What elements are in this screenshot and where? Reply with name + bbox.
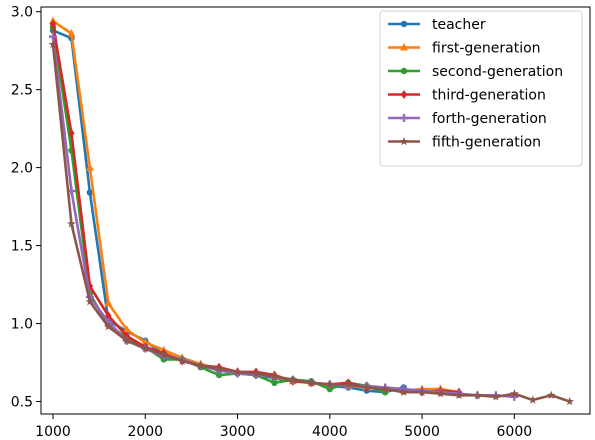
legend-entry-fifth-generation: fifth-generation xyxy=(388,135,541,151)
data-point-first-generation xyxy=(85,163,94,171)
data-point-fifth-generation xyxy=(454,390,464,400)
data-point-fifth-generation xyxy=(399,387,408,396)
data-point-third-generation xyxy=(68,128,75,138)
data-point-fifth-generation xyxy=(251,368,261,378)
x-tick-label: 1000 xyxy=(35,424,71,440)
data-point-fifth-generation xyxy=(343,379,353,389)
legend-label-third-generation: third-generation xyxy=(432,88,546,104)
data-point-fifth-generation xyxy=(473,390,482,400)
data-point-fifth-generation xyxy=(177,356,187,365)
legend-label-teacher: teacher xyxy=(432,17,486,33)
data-point-teacher xyxy=(86,189,94,196)
data-point-second-generation xyxy=(271,379,278,387)
data-point-fifth-generation xyxy=(380,384,390,393)
legend-marker-teacher xyxy=(400,20,408,28)
legend-marker-fifth-generation xyxy=(399,136,409,146)
legend-entry-teacher: teacher xyxy=(388,17,486,33)
y-tick-label: 3.0 xyxy=(11,5,33,21)
data-point-fifth-generation xyxy=(362,382,372,392)
y-tick-label: 1.5 xyxy=(11,239,33,255)
y-tick-label: 0.5 xyxy=(11,395,33,411)
data-point-fifth-generation xyxy=(233,367,242,376)
y-tick-label: 1.0 xyxy=(11,317,33,333)
legend-entry-forth-generation: forth-generation xyxy=(388,111,547,127)
data-point-fifth-generation xyxy=(214,364,224,373)
data-point-fifth-generation xyxy=(546,390,556,400)
legend-entry-third-generation: third-generation xyxy=(388,88,546,104)
data-point-second-generation xyxy=(215,371,223,379)
data-point-forth-generation xyxy=(48,32,57,41)
data-point-fifth-generation xyxy=(48,39,58,49)
legend-label-first-generation: first-generation xyxy=(432,41,541,57)
data-point-fifth-generation xyxy=(306,378,316,387)
data-point-fifth-generation xyxy=(288,375,298,384)
data-point-first-generation xyxy=(104,298,113,307)
data-point-fifth-generation xyxy=(140,343,150,353)
data-point-fifth-generation xyxy=(103,322,113,331)
axes-frame xyxy=(40,6,591,415)
x-tick-label: 4000 xyxy=(312,424,348,440)
data-point-first-generation xyxy=(122,325,131,333)
legend-marker-third-generation xyxy=(400,90,408,99)
legend-marker-forth-generation xyxy=(400,114,408,122)
data-point-fifth-generation xyxy=(325,379,335,389)
data-point-fifth-generation xyxy=(270,371,279,381)
legend-entry-second-generation: second-generation xyxy=(388,64,563,80)
data-point-fifth-generation xyxy=(528,395,538,404)
axes-layer: 1000 2000 3000 4000 5000 6000 0.5 1.0 1.5 2.0 2.5 3… xyxy=(11,5,591,440)
legend-label-second-generation: second-generation xyxy=(432,64,563,80)
legend-label-forth-generation: forth-generation xyxy=(432,111,547,127)
legend-box xyxy=(379,10,583,167)
legend-marker-second-generation xyxy=(400,67,408,75)
data-point-fifth-generation xyxy=(85,297,95,306)
data-point-fifth-generation xyxy=(159,350,169,359)
data-point-first-generation xyxy=(67,29,76,37)
data-point-fifth-generation xyxy=(417,387,427,396)
x-tick-label: 6000 xyxy=(497,424,533,440)
x-tick-label: 5000 xyxy=(404,424,440,440)
x-tick-label: 3000 xyxy=(220,424,256,440)
y-tick-label: 2.5 xyxy=(11,83,33,99)
y-tick-label: 2.0 xyxy=(11,161,33,177)
legend: teacher first-generation second-generation… xyxy=(379,10,583,167)
data-point-fifth-generation xyxy=(67,219,76,228)
data-point-fifth-generation xyxy=(509,389,519,398)
legend-marker-first-generation xyxy=(400,43,408,51)
data-point-second-generation xyxy=(326,385,334,393)
data-point-first-generation xyxy=(141,337,150,346)
legend-entry-first-generation: first-generation xyxy=(388,41,541,57)
data-point-fifth-generation xyxy=(565,396,575,406)
series-fifth-generation xyxy=(48,39,575,406)
data-point-third-generation xyxy=(49,19,57,29)
x-tick-label: 2000 xyxy=(127,424,163,440)
data-point-fifth-generation xyxy=(491,392,501,401)
series-layer xyxy=(48,16,575,406)
legend-label-fifth-generation: fifth-generation xyxy=(432,135,541,151)
data-point-fifth-generation xyxy=(436,389,445,398)
data-point-fifth-generation xyxy=(196,361,205,370)
data-point-fifth-generation xyxy=(122,336,132,345)
